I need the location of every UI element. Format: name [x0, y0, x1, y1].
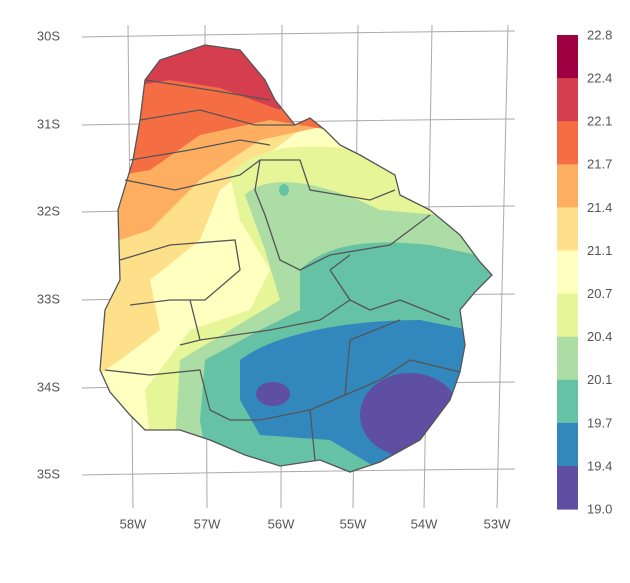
department-borders	[99, 44, 493, 473]
band	[360, 373, 460, 457]
lon-label: 57W	[194, 516, 221, 531]
legend-label: 22.4	[587, 71, 612, 86]
legend-label: 22.1	[587, 114, 612, 129]
legend-swatch	[557, 422, 578, 467]
legend-label: 19.7	[587, 415, 612, 430]
graticule-line	[496, 24, 509, 509]
legend-label: 19.4	[587, 458, 612, 473]
legend-label: 20.1	[587, 372, 612, 387]
lat-label: 35S	[37, 466, 60, 481]
legend-swatch	[557, 379, 578, 424]
lon-label: 56W	[268, 516, 295, 531]
lat-label: 31S	[37, 116, 60, 131]
lon-label: 53W	[484, 516, 511, 531]
graticule-line	[81, 30, 516, 38]
legend-swatch	[557, 121, 578, 165]
legend-label: 20.7	[587, 286, 612, 301]
lon-label: 54W	[411, 516, 438, 531]
legend-swatch	[557, 336, 578, 381]
lat-label: 30S	[37, 28, 60, 43]
lat-label: 32S	[37, 203, 60, 218]
legend-swatch	[557, 466, 578, 510]
lon-label: 58W	[120, 516, 147, 531]
legend-label: 21.1	[587, 243, 612, 258]
contour-fill	[100, 45, 492, 472]
lat-label: 33S	[37, 291, 60, 306]
band	[256, 382, 290, 406]
band	[279, 184, 289, 196]
legend-label: 22.8	[587, 27, 612, 42]
legend-swatch	[557, 164, 578, 208]
legend-label: 20.4	[587, 329, 612, 344]
legend-label: 21.7	[587, 157, 612, 172]
legend-swatch	[557, 35, 578, 79]
legend-swatch	[557, 293, 578, 338]
legend-label: 21.4	[587, 200, 612, 215]
legend-swatch	[557, 78, 578, 122]
lon-label: 55W	[340, 516, 367, 531]
legend-label: 19.0	[587, 502, 612, 517]
lat-label: 34S	[37, 379, 60, 394]
legend: 22.8 22.4 22.1 21.7 21.4 21.1 20.7 20.4 20.1 19.7…	[557, 27, 612, 517]
legend-swatch	[557, 207, 578, 251]
graticule-line	[81, 468, 516, 476]
legend-swatch	[557, 250, 578, 295]
